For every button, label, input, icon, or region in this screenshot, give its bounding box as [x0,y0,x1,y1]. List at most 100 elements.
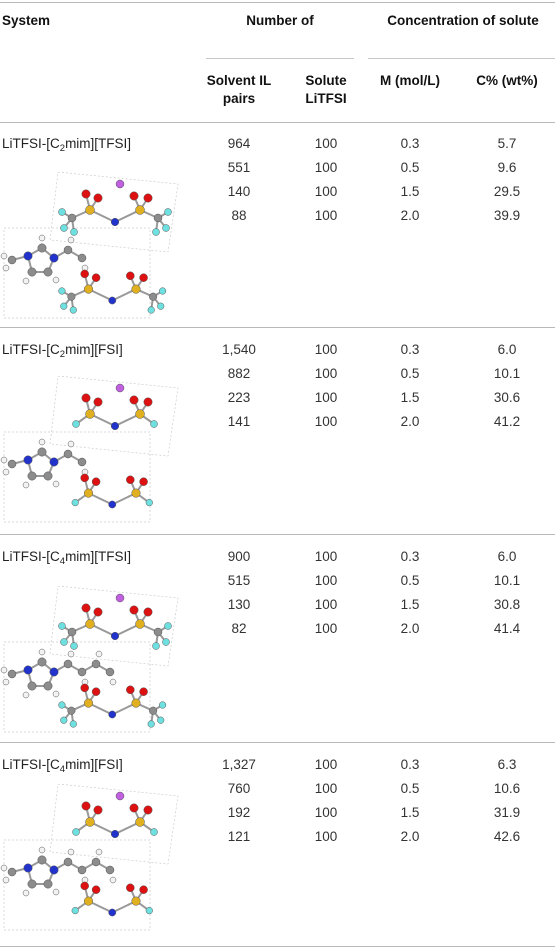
hydrogen-atom [2,468,10,476]
cell-c: 6.0 [497,549,517,564]
header-solute: Solute LiTFSI [305,73,347,106]
cell-solvent: 141 [227,414,251,429]
fluorine-atom [69,720,77,728]
fluorine-atom [60,638,68,646]
molecule-illustration-2 [0,376,179,523]
sulfur-atom [131,896,141,906]
header-solvent: Solvent IL pairs [206,73,272,106]
fluorine-atom [145,907,153,915]
cell-solvent: 88 [231,208,247,223]
cell-solute: 100 [314,757,338,772]
cell-solvent: 882 [227,366,251,381]
nitrogen-atom [23,863,33,873]
nitrogen-atom [49,253,59,263]
cell-frame [3,227,151,319]
lithium-atom [115,791,125,801]
cell-m: 0.3 [400,757,420,772]
nitrogen-atom [110,421,120,431]
cell-c: 29.5 [493,184,521,199]
cell-c: 5.7 [497,136,517,151]
oxygen-atom [139,687,148,696]
oxygen-atom [81,801,91,811]
fluorine-atom [58,287,66,295]
carbon-atom [43,471,53,481]
hydrogen-atom [109,876,117,884]
header-wt: C% (wt%) [476,73,538,88]
fluorine-atom [152,642,160,650]
hydrogen-atom [0,864,8,872]
carbon-atom [37,447,47,457]
lithium-atom [115,383,125,393]
oxygen-atom [91,273,101,282]
cell-solute: 100 [314,829,338,844]
hydrogen-atom [2,264,10,272]
fluorine-atom [164,208,172,216]
fluorine-atom [72,828,80,836]
cell-c: 9.6 [497,160,517,175]
group-separator-3 [0,742,555,743]
cell-frame [3,839,151,931]
bottom-rule [0,946,555,947]
oxygen-atom [80,683,89,693]
carbon-atom [77,253,87,263]
cell-m: 0.3 [400,549,420,564]
oxygen-atom [126,883,135,893]
oxygen-atom [93,193,103,203]
oxygen-atom [129,191,139,201]
sulfur-atom [131,488,141,498]
cell-m: 0.3 [400,136,420,151]
nitrogen-atom [49,865,59,875]
hydrogen-atom [52,690,60,698]
cell-m: 1.5 [400,805,420,820]
carbon-atom [7,255,17,265]
oxygen-atom [126,685,135,695]
cell-c: 10.1 [493,366,521,381]
carbon-atom [27,471,37,481]
nitrogen-atom [23,665,33,675]
system-name-4: LiTFSI-[C4mim][FSI] [2,757,123,775]
header-number-of: Number of [246,13,314,28]
carbon-atom [77,457,87,467]
cell-m: 0.5 [400,160,420,175]
oxygen-atom [91,687,101,696]
fluorine-atom [72,420,80,428]
sulfur-atom [85,817,95,827]
carbon-atom [67,292,76,301]
cell-frame [3,641,151,733]
cell-solute: 100 [314,208,338,223]
oxygen-atom [139,885,148,894]
sulfur-atom [131,284,141,294]
fluorine-atom [145,499,153,507]
fluorine-atom [150,420,158,428]
fluorine-atom [157,716,165,724]
hydrogen-atom [22,691,30,699]
sulfur-atom [85,409,95,419]
cell-m: 1.5 [400,390,420,405]
hydrogen-atom [22,277,30,285]
carbon-atom [77,667,87,677]
oxygen-atom [80,473,89,483]
carbon-atom [63,659,73,669]
carbon-atom [43,681,53,691]
fluorine-atom [147,306,155,314]
hydrogen-atom [38,648,46,656]
hydrogen-atom [38,846,46,854]
cell-frame [49,376,179,457]
oxygen-atom [91,885,101,894]
hydrogen-atom [38,438,46,446]
cell-c: 39.9 [493,208,521,223]
fluorine-atom [58,622,66,630]
cell-solute: 100 [314,160,338,175]
carbon-atom [77,865,87,875]
cell-solvent: 900 [227,549,251,564]
system-name-2: LiTFSI-[C2mim][FSI] [2,342,123,360]
nitrogen-atom [110,217,120,227]
hydrogen-atom [52,888,60,896]
oxygen-atom [80,881,89,891]
nitrogen-atom [49,457,59,467]
sulfur-atom [85,205,95,215]
system-name-1: LiTFSI-[C2mim][TFSI] [2,136,132,154]
hydrogen-atom [95,848,103,856]
cell-solvent: 551 [227,160,251,175]
fluorine-atom [69,306,77,314]
